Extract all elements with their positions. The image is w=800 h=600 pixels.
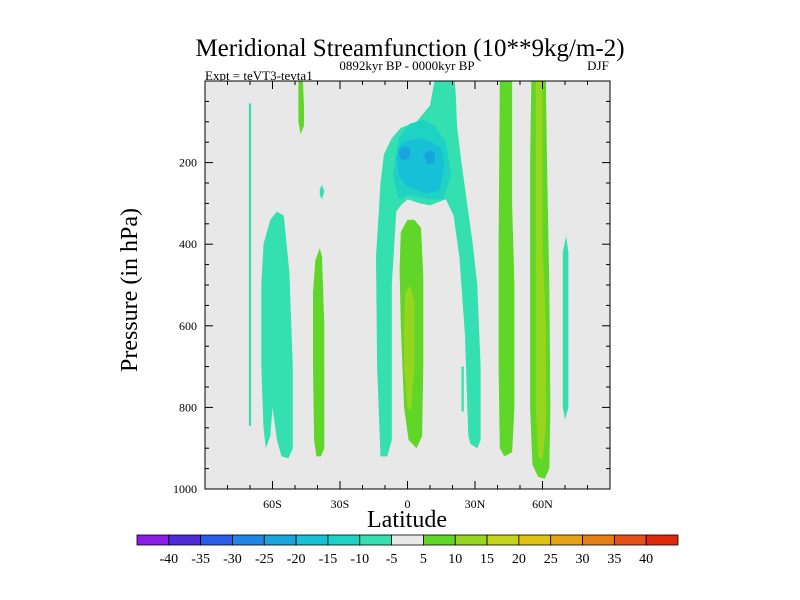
colorbar-swatch [613, 534, 647, 546]
colorbar-label: -10 [350, 552, 369, 567]
colorbar-label: -15 [319, 552, 338, 567]
contour-regions [248, 81, 569, 479]
colorbar-label: 10 [448, 552, 462, 567]
contour-region-cyan-band-60s [261, 211, 293, 459]
colorbar-swatch [359, 534, 392, 546]
colorbar-swatch [391, 534, 424, 546]
y-tick-labels: 200 400 600 800 1000 [173, 156, 197, 496]
colorbar-label: 15 [480, 552, 494, 567]
colorbar-swatch [168, 534, 202, 546]
colorbar-labels: -40 -35 -30 -25 -20 -15 -10 -5 5 10 15 20 25 30 35 40 [159, 552, 653, 567]
contour-region-deep-blue-core [398, 146, 410, 161]
y-tick-label: 800 [179, 400, 197, 414]
contour-region-cyan-strip-88s [248, 103, 252, 426]
colorbar-label: 5 [420, 552, 427, 567]
colorbar-label: 40 [639, 552, 653, 567]
colorbar-label: -40 [159, 552, 178, 567]
x-tick-label: 60S [263, 497, 282, 511]
subtitle-left: Expt = teVT3-tevta1 [205, 68, 313, 83]
colorbar-swatch [645, 534, 679, 546]
contour-region-yellowgreen-band-60n [535, 81, 546, 461]
x-tick-label: 30S [331, 497, 350, 511]
colorbar-swatch [423, 534, 456, 546]
colorbar-label: 30 [576, 552, 590, 567]
subtitle-center: 0892kyr BP - 0000kyr BP [339, 58, 474, 73]
colorbar-swatch [200, 534, 233, 546]
x-axis-label: Latitude [367, 507, 447, 533]
plot-frame [204, 80, 611, 490]
colorbar-swatch [327, 534, 361, 546]
colorbar-swatch [454, 534, 488, 546]
colorbar-label: -30 [223, 552, 242, 567]
colorbar-label: -25 [255, 552, 274, 567]
colorbar-swatch [263, 534, 297, 546]
colorbar-label: -5 [386, 552, 398, 567]
contour-region-cyan-dot-38s [319, 185, 325, 200]
contour-region-cyan-strip-70n [562, 236, 569, 420]
colorbar-swatch [295, 534, 329, 546]
y-tick-label: 1000 [173, 482, 197, 496]
contour-region-green-band-45n [498, 81, 515, 457]
colorbar-label: 25 [544, 552, 558, 567]
contour-region-yellowgreen-eq-band [404, 285, 415, 412]
y-tick-label: 200 [179, 156, 197, 170]
colorbar-label: 20 [512, 552, 526, 567]
colorbar-swatch [486, 534, 520, 546]
colorbar-label: -20 [287, 552, 306, 567]
contour-region-deep-blue-core-2 [423, 150, 435, 165]
x-tick-label: 0 [405, 497, 411, 511]
contour-region-green-band-40s [313, 248, 325, 457]
chart-title: Meridional Streamfunction (10**9kg/m-2) [195, 35, 624, 62]
y-tick-label: 600 [179, 319, 197, 333]
colorbar-swatch [518, 534, 552, 546]
colorbar-label: 35 [607, 552, 621, 567]
colorbar-swatch [582, 534, 615, 546]
colorbar [136, 534, 679, 546]
x-tick-label: 60N [532, 497, 553, 511]
colorbar-swatch [136, 534, 170, 546]
y-axis-label: Pressure (in hPa) [117, 208, 143, 372]
x-tick-label: 30N [465, 497, 486, 511]
colorbar-label: -35 [191, 552, 210, 567]
colorbar-swatch [232, 534, 265, 546]
contour-region-green-band-52s [298, 81, 304, 134]
subtitle-right: DJF [587, 58, 609, 73]
colorbar-swatch [550, 534, 583, 546]
axis-ticks [205, 81, 610, 490]
x-tick-labels: 60S 30S 0 30N 60N [263, 497, 553, 511]
contour-region-cyan-strip-25n [461, 366, 464, 412]
y-tick-label: 400 [179, 237, 197, 251]
